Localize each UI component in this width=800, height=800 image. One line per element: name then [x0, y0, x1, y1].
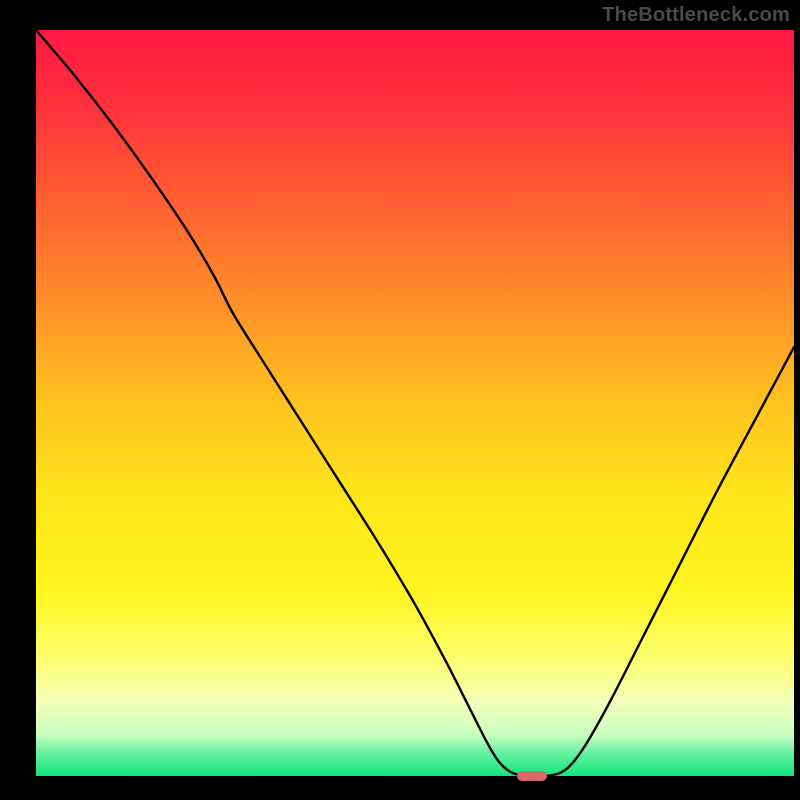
bottleneck-curve [36, 30, 794, 776]
watermark-text: TheBottleneck.com [602, 4, 790, 27]
optimal-marker [517, 771, 547, 781]
plot-svg [36, 30, 794, 776]
gradient-background [36, 30, 794, 776]
plot-area [36, 30, 794, 776]
chart-frame: TheBottleneck.com [0, 0, 800, 800]
